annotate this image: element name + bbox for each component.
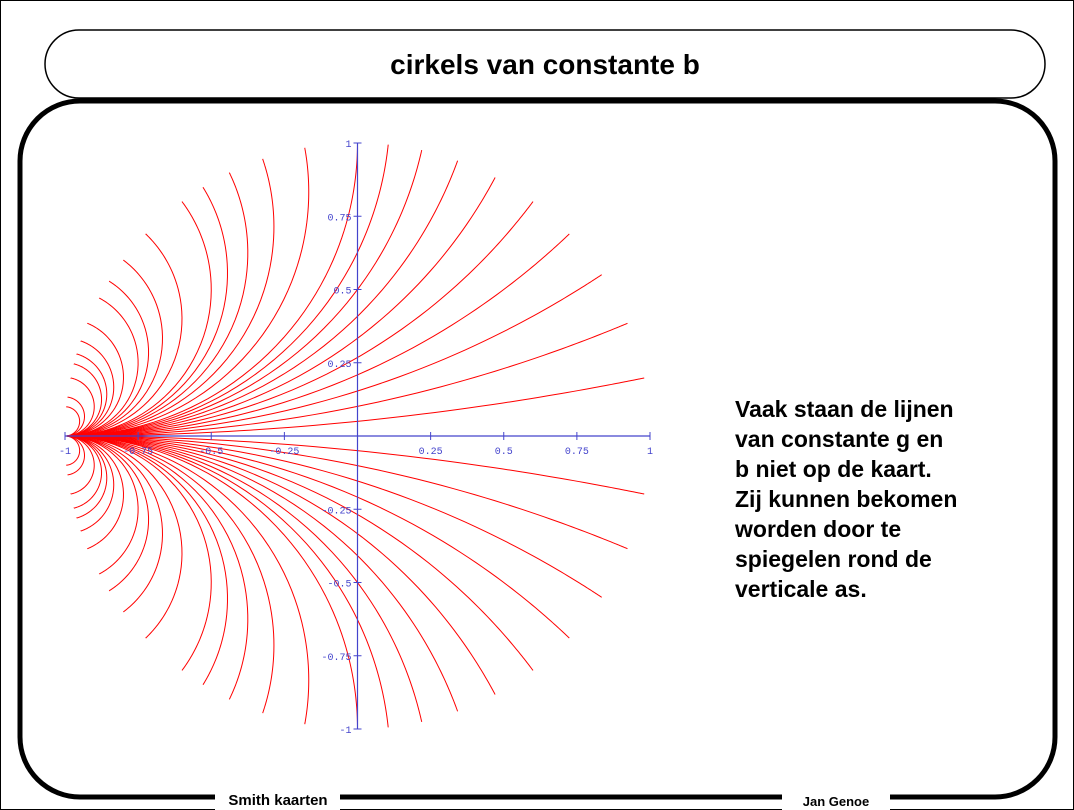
y-tick-label: 0.75 bbox=[327, 213, 351, 224]
x-tick-label: 1 bbox=[647, 447, 653, 458]
y-tick-label: -0.25 bbox=[321, 506, 351, 517]
x-tick-label: -0.5 bbox=[199, 447, 223, 458]
footer-left: Smith kaarten bbox=[228, 792, 327, 809]
body-line: worden door te bbox=[734, 516, 901, 542]
x-tick-label: 0.5 bbox=[495, 447, 513, 458]
x-tick-label: -1 bbox=[59, 447, 71, 458]
body-line: spiegelen rond de bbox=[735, 546, 932, 572]
body-line: Zij kunnen bekomen bbox=[735, 486, 957, 512]
y-tick-label: -1 bbox=[339, 726, 351, 737]
plot: -1 -0.75 -0.5 -0.25 0.25 0.5 0.75 1 1 0.75 0.5 0.25… bbox=[59, 140, 653, 737]
y-tick-label: -0.75 bbox=[321, 653, 351, 664]
footer-right: Jan Genoe bbox=[803, 794, 869, 809]
y-tick-label: -0.5 bbox=[327, 580, 351, 591]
content-frame-inner bbox=[23, 104, 1052, 794]
content-frame bbox=[17, 98, 1058, 800]
body-line: b niet op de kaart. bbox=[735, 456, 932, 482]
title-box bbox=[44, 29, 1046, 99]
footer-gap bbox=[782, 788, 890, 810]
slide-title: cirkels van constante b bbox=[390, 49, 700, 80]
x-tick-label: 0.25 bbox=[419, 447, 443, 458]
footer-gap bbox=[215, 788, 340, 810]
body-text: Vaak staan de lijnen van constante g en b … bbox=[734, 396, 957, 602]
x-tick-label: 0.75 bbox=[565, 447, 589, 458]
body-line: Vaak staan de lijnen bbox=[735, 396, 954, 422]
y-tick-label: 1 bbox=[345, 140, 351, 151]
y-tick-label: 0.25 bbox=[327, 360, 351, 371]
x-tick-label: -0.25 bbox=[269, 447, 299, 458]
y-tick-label: 0.5 bbox=[333, 287, 351, 298]
x-tick-label: -0.75 bbox=[123, 447, 153, 458]
body-line: van constante g en bbox=[735, 426, 943, 452]
body-line: verticale as. bbox=[735, 576, 867, 602]
